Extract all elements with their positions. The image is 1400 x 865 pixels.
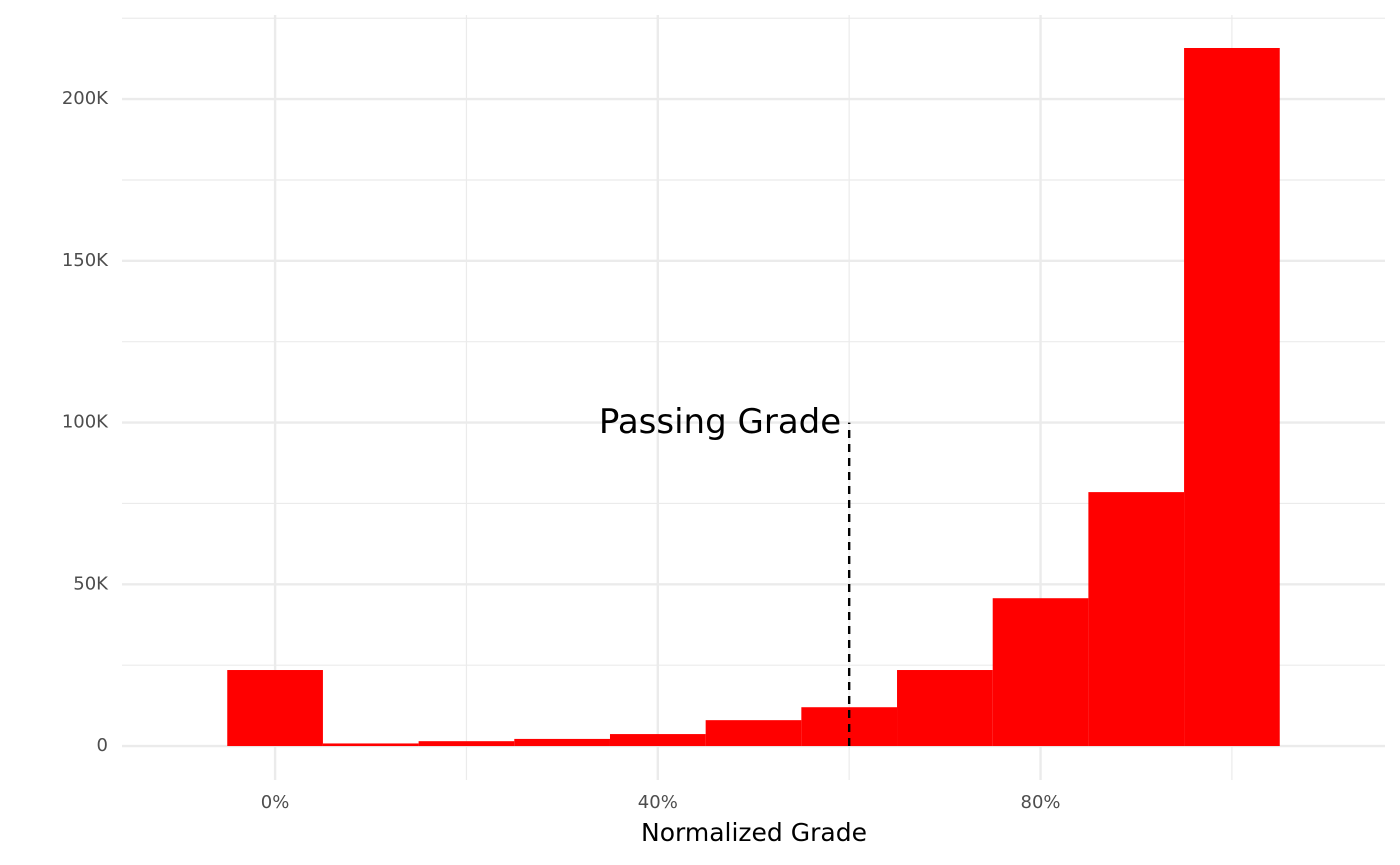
bar <box>609 734 706 747</box>
y-tick-label: 100K <box>62 412 109 433</box>
bar <box>1184 47 1280 747</box>
bar <box>418 741 515 747</box>
annotation: Passing Grade <box>599 402 841 442</box>
bar <box>514 738 610 747</box>
y-tick-label: 200K <box>62 88 109 109</box>
y-tick-label: 0 <box>97 735 108 756</box>
x-tick-label: 80% <box>1021 792 1061 813</box>
bar <box>322 743 419 747</box>
x-tick-label: 40% <box>638 792 678 813</box>
y-tick-label: 150K <box>62 250 109 271</box>
bar <box>227 670 323 747</box>
bar <box>897 670 993 747</box>
bar <box>992 598 1089 747</box>
x-axis-title: Normalized Grade <box>641 818 867 847</box>
y-tick-label: 50K <box>73 573 109 594</box>
bar <box>705 720 802 747</box>
x-tick-label: 0% <box>261 792 290 813</box>
bar <box>1088 492 1185 747</box>
